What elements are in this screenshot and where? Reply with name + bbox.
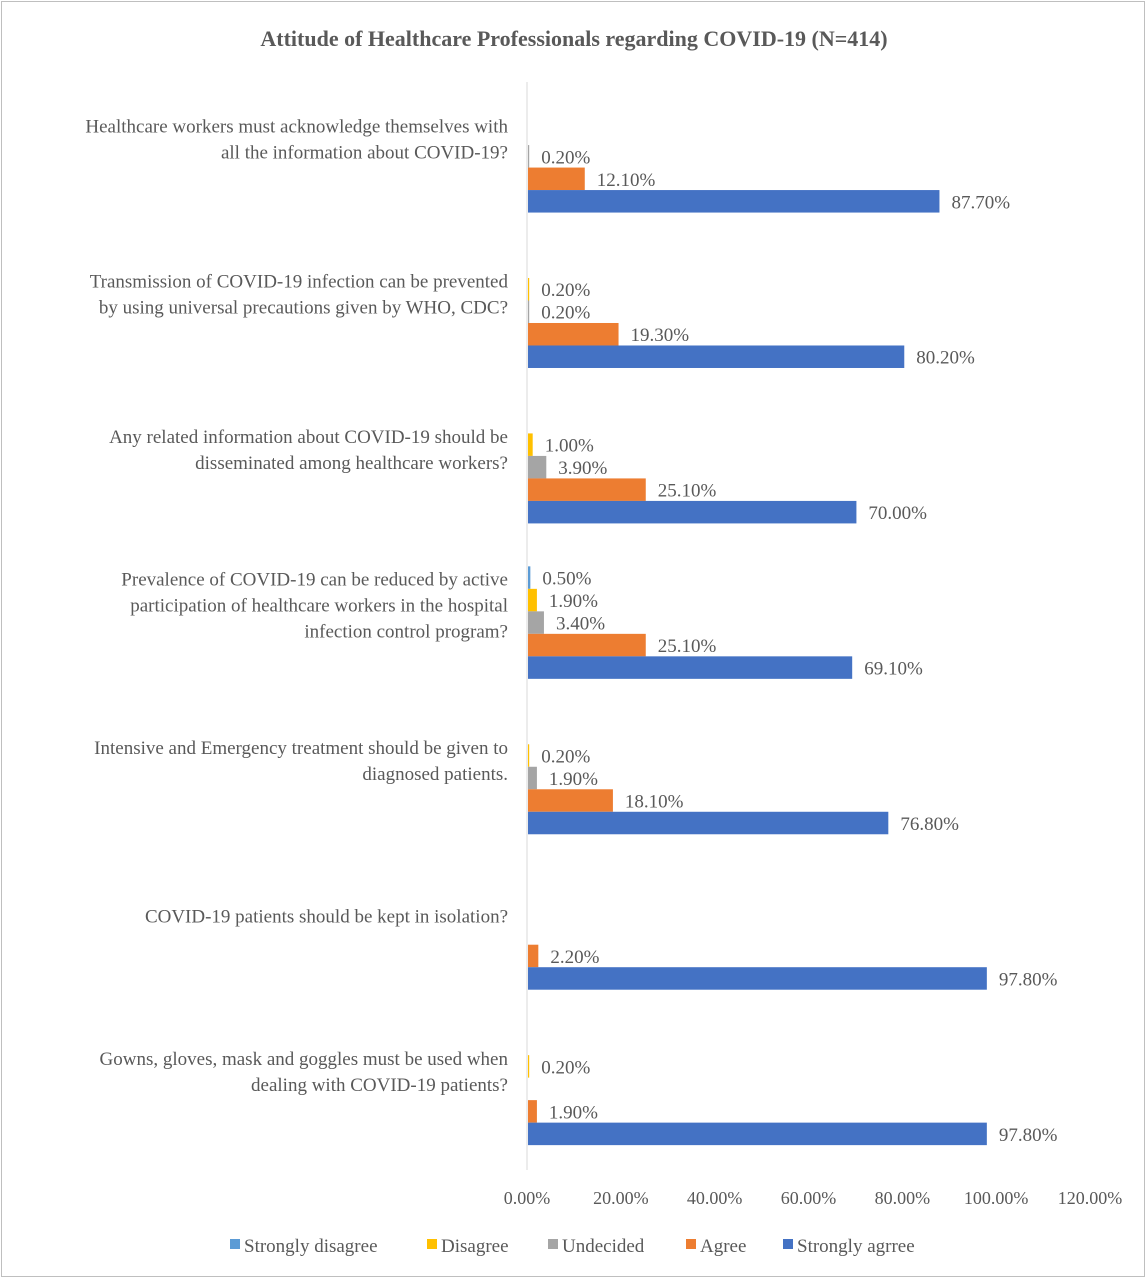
x-tick-label: 60.00% xyxy=(781,1188,837,1208)
bar-undecided xyxy=(528,145,530,168)
data-label: 0.50% xyxy=(542,569,591,590)
category-label: all the information about COVID-19? xyxy=(221,142,508,163)
data-label: 69.10% xyxy=(864,659,923,680)
data-label: 1.90% xyxy=(549,591,598,612)
data-label: 3.90% xyxy=(558,458,607,479)
data-label: 80.20% xyxy=(916,348,975,369)
category-label: Any related information about COVID-19 s… xyxy=(109,427,508,448)
data-label: 76.80% xyxy=(900,814,959,835)
legend-swatch xyxy=(548,1239,558,1249)
category-label: COVID-19 patients should be kept in isol… xyxy=(145,906,508,927)
legend-swatch xyxy=(783,1239,793,1249)
x-tick-label: 80.00% xyxy=(875,1188,931,1208)
category-label: disseminated among healthcare workers? xyxy=(195,453,508,474)
legend-label: Disagree xyxy=(441,1236,509,1257)
data-label: 25.10% xyxy=(658,636,717,657)
bar-undecided xyxy=(528,300,530,323)
category-label: Transmission of COVID-19 infection can b… xyxy=(90,272,509,293)
bar-undecided xyxy=(528,611,544,634)
data-label: 3.40% xyxy=(556,614,605,635)
bar-agree xyxy=(528,633,646,657)
category-label: Healthcare workers must acknowledge them… xyxy=(85,116,508,137)
data-label: 97.80% xyxy=(999,969,1058,990)
bar-strongly-disagree xyxy=(528,566,531,589)
bar-disagree xyxy=(528,277,530,301)
bar-strongly-agrree xyxy=(528,811,889,835)
data-label: 0.20% xyxy=(541,747,590,768)
x-tick-label: 0.00% xyxy=(504,1188,551,1208)
bar-disagree xyxy=(528,744,530,767)
bar-agree xyxy=(528,1100,537,1123)
data-label: 12.10% xyxy=(597,170,656,191)
plot-area: 0.20% 12.10% 87.70% Healthcare workers must… xyxy=(85,82,1122,1208)
legend: Strongly disagree Disagree Undecided Agree S… xyxy=(230,1236,915,1257)
bar-agree xyxy=(528,944,539,968)
bar-strongly-agrree xyxy=(528,656,853,679)
x-tick-label: 20.00% xyxy=(593,1188,649,1208)
x-tick-label: 120.00% xyxy=(1058,1188,1123,1208)
legend-swatch xyxy=(686,1239,696,1249)
bar-undecided xyxy=(528,766,537,790)
bar-strongly-agrree xyxy=(528,1122,987,1146)
data-label: 70.00% xyxy=(868,503,927,524)
bar-disagree xyxy=(528,433,533,456)
category-label: diagnosed patients. xyxy=(362,764,508,785)
data-label: 2.20% xyxy=(550,947,599,968)
chart-title: Attitude of Healthcare Professionals reg… xyxy=(260,26,887,51)
legend-label: Strongly agrree xyxy=(797,1236,915,1257)
bar-disagree xyxy=(528,588,537,612)
data-label: 19.30% xyxy=(631,325,690,346)
data-label: 25.10% xyxy=(658,481,717,502)
category-label: participation of healthcare workers in t… xyxy=(130,596,508,617)
legend-label: Undecided xyxy=(562,1236,645,1257)
legend-label: Strongly disagree xyxy=(244,1236,378,1257)
category-label: infection control program? xyxy=(304,622,508,643)
data-label: 0.20% xyxy=(541,303,590,324)
bar-strongly-agrree xyxy=(528,345,905,368)
category-label: Prevalence of COVID-19 can be reduced by… xyxy=(121,570,508,591)
legend-swatch xyxy=(427,1239,437,1249)
category-label: by using universal precautions given by … xyxy=(99,298,508,319)
data-label: 0.20% xyxy=(541,280,590,301)
data-label: 1.00% xyxy=(545,436,594,457)
data-label: 0.20% xyxy=(541,147,590,168)
bar-strongly-agrree xyxy=(528,500,857,524)
data-label: 18.10% xyxy=(625,792,684,813)
data-label: 1.90% xyxy=(549,769,598,790)
data-label: 97.80% xyxy=(999,1125,1058,1146)
data-label: 1.90% xyxy=(549,1102,598,1123)
data-label: 0.20% xyxy=(541,1057,590,1078)
bar-strongly-agrree xyxy=(528,967,987,990)
x-tick-label: 100.00% xyxy=(964,1188,1029,1208)
bar-agree xyxy=(528,478,646,501)
bar-undecided xyxy=(528,455,547,479)
legend-label: Agree xyxy=(700,1236,746,1257)
bar-agree xyxy=(528,789,613,812)
bar-agree xyxy=(528,322,619,346)
bar-disagree xyxy=(528,1055,530,1078)
legend-swatch xyxy=(230,1239,240,1249)
bar-agree xyxy=(528,167,585,191)
category-label: Gowns, gloves, mask and goggles must be … xyxy=(100,1049,509,1070)
category-label: Intensive and Emergency treatment should… xyxy=(94,738,508,759)
x-tick-label: 40.00% xyxy=(687,1188,743,1208)
category-label: dealing with COVID-19 patients? xyxy=(251,1075,508,1096)
data-label: 87.70% xyxy=(951,192,1010,213)
bar-strongly-agrree xyxy=(528,190,940,213)
